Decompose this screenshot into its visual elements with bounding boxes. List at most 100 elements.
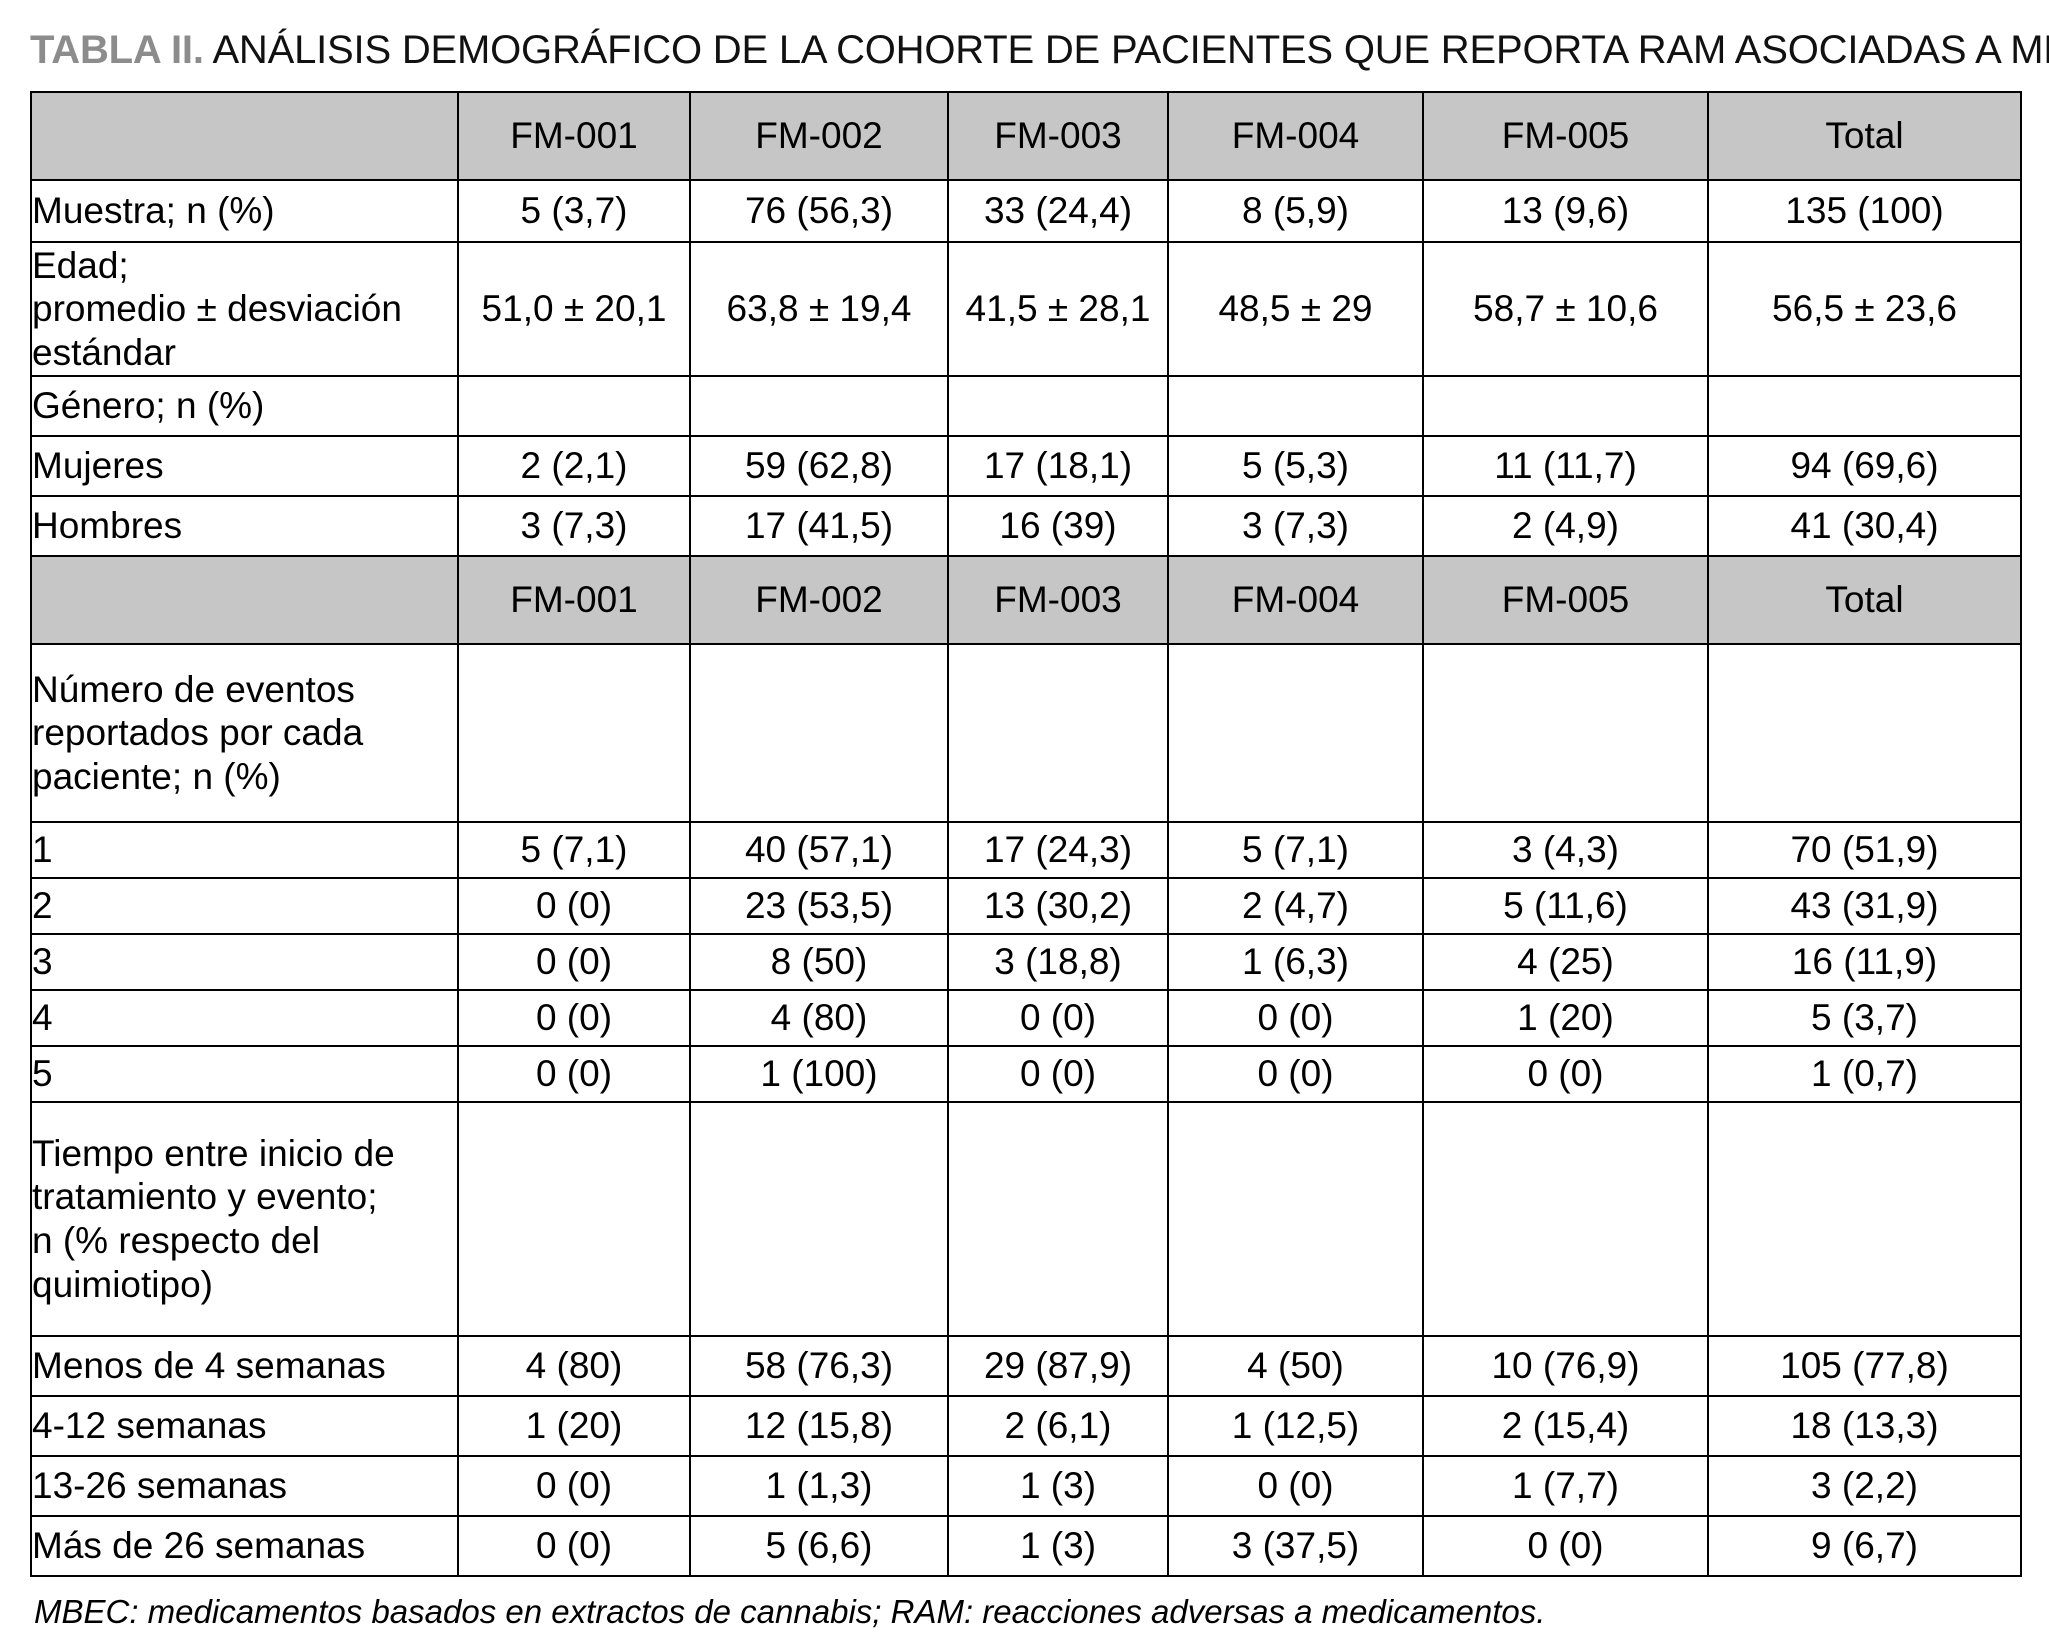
table-cell: 3 (2,2) <box>1707 1455 2022 1517</box>
table-cell: 1 (20) <box>1422 989 1709 1047</box>
table-cell: 43 (31,9) <box>1707 877 2022 935</box>
row-label: Hombres <box>30 495 459 557</box>
column-header-fm-001: FM-001 <box>457 91 691 181</box>
table-title-text: ANÁLISIS DEMOGRÁFICO DE LA COHORTE DE PA… <box>203 28 2049 72</box>
table-cell: 18 (13,3) <box>1707 1395 2022 1457</box>
table-cell: 0 (0) <box>457 933 691 991</box>
table-cell-empty <box>1707 375 2022 437</box>
table-cell-empty <box>1167 375 1424 437</box>
column-header-fm-005: FM-005 <box>1422 555 1709 645</box>
table-row: Menos de 4 semanas 4 (80) 58 (76,3) 29 (87,… <box>30 1335 2022 1397</box>
row-label: Mujeres <box>30 435 459 497</box>
table-row: Edad; promedio ± desviación estándar 51,0 ±… <box>30 241 2022 377</box>
table-cell: 29 (87,9) <box>947 1335 1169 1397</box>
table-cell: 12 (15,8) <box>689 1395 949 1457</box>
row-label: 4-12 semanas <box>30 1395 459 1457</box>
column-header-blank <box>30 91 459 181</box>
table-cell-empty <box>1167 643 1424 823</box>
table-cell: 41 (30,4) <box>1707 495 2022 557</box>
table-row: Hombres 3 (7,3) 17 (41,5) 16 (39) 3 (7,3) 2 (… <box>30 495 2022 557</box>
table-cell: 40 (57,1) <box>689 821 949 879</box>
table-cell: 8 (5,9) <box>1167 179 1424 243</box>
table-cell: 13 (30,2) <box>947 877 1169 935</box>
table-cell-empty <box>947 1101 1169 1337</box>
table-row: Muestra; n (%) 5 (3,7) 76 (56,3) 33 (24,4) 8… <box>30 179 2022 243</box>
table-cell: 16 (11,9) <box>1707 933 2022 991</box>
table-cell: 4 (25) <box>1422 933 1709 991</box>
demographic-table: FM-001 FM-002 FM-003 FM-004 FM-005 Total Muest… <box>30 91 2022 1577</box>
row-label: Menos de 4 semanas <box>30 1335 459 1397</box>
table-cell: 11 (11,7) <box>1422 435 1709 497</box>
table-cell-empty <box>1707 1101 2022 1337</box>
table-cell: 76 (56,3) <box>689 179 949 243</box>
table-cell-empty <box>457 1101 691 1337</box>
table-cell: 2 (6,1) <box>947 1395 1169 1457</box>
table-cell: 0 (0) <box>947 989 1169 1047</box>
table-cell-empty <box>947 643 1169 823</box>
column-header-total: Total <box>1707 91 2022 181</box>
table-cell: 48,5 ± 29 <box>1167 241 1424 377</box>
table-cell: 3 (7,3) <box>1167 495 1424 557</box>
row-label: 5 <box>30 1045 459 1103</box>
table-cell: 5 (3,7) <box>1707 989 2022 1047</box>
table-cell-empty <box>457 375 691 437</box>
row-label: Tiempo entre inicio de tratamiento y even… <box>30 1101 459 1337</box>
table-cell: 3 (18,8) <box>947 933 1169 991</box>
table-cell: 63,8 ± 19,4 <box>689 241 949 377</box>
table-cell: 17 (24,3) <box>947 821 1169 879</box>
table-number-label: TABLA II. <box>30 28 204 72</box>
table-cell: 5 (7,1) <box>1167 821 1424 879</box>
table-footnote: MBEC: medicamentos basados en extractos … <box>34 1593 1546 1630</box>
table-cell: 58,7 ± 10,6 <box>1422 241 1709 377</box>
column-header-fm-004: FM-004 <box>1167 91 1424 181</box>
table-header-row-1: FM-001 FM-002 FM-003 FM-004 FM-005 Total <box>30 91 2022 181</box>
table-cell: 33 (24,4) <box>947 179 1169 243</box>
table-cell: 0 (0) <box>457 989 691 1047</box>
table-cell: 9 (6,7) <box>1707 1515 2022 1577</box>
table-cell: 135 (100) <box>1707 179 2022 243</box>
table-cell: 1 (1,3) <box>689 1455 949 1517</box>
table-cell: 5 (5,3) <box>1167 435 1424 497</box>
table-row: 13-26 semanas 0 (0) 1 (1,3) 1 (3) 0 (0) 1 (7,… <box>30 1455 2022 1517</box>
table-cell-empty <box>457 643 691 823</box>
column-header-fm-003: FM-003 <box>947 91 1169 181</box>
table-cell: 0 (0) <box>457 1455 691 1517</box>
table-cell: 41,5 ± 28,1 <box>947 241 1169 377</box>
table-cell: 0 (0) <box>1167 1455 1424 1517</box>
table-cell: 4 (80) <box>457 1335 691 1397</box>
table-cell: 23 (53,5) <box>689 877 949 935</box>
table-cell-empty <box>689 643 949 823</box>
table-cell: 5 (7,1) <box>457 821 691 879</box>
table-cell: 0 (0) <box>457 1045 691 1103</box>
table-cell: 3 (7,3) <box>457 495 691 557</box>
table-row: Mujeres 2 (2,1) 59 (62,8) 17 (18,1) 5 (5,3) 1… <box>30 435 2022 497</box>
row-label: 2 <box>30 877 459 935</box>
table-cell: 1 (0,7) <box>1707 1045 2022 1103</box>
table-cell: 1 (6,3) <box>1167 933 1424 991</box>
table-cell-empty <box>1167 1101 1424 1337</box>
column-header-total: Total <box>1707 555 2022 645</box>
column-header-blank <box>30 555 459 645</box>
row-label: 4 <box>30 989 459 1047</box>
table-body: FM-001 FM-002 FM-003 FM-004 FM-005 Total Muest… <box>30 91 2022 1577</box>
table-cell: 1 (12,5) <box>1167 1395 1424 1457</box>
row-label: 1 <box>30 821 459 879</box>
row-label: Género; n (%) <box>30 375 459 437</box>
table-row: Más de 26 semanas 0 (0) 5 (6,6) 1 (3) 3 (37,… <box>30 1515 2022 1577</box>
table-cell: 0 (0) <box>457 1515 691 1577</box>
table-cell: 0 (0) <box>1167 1045 1424 1103</box>
table-row: Tiempo entre inicio de tratamiento y even… <box>30 1101 2022 1337</box>
table-cell: 8 (50) <box>689 933 949 991</box>
table-cell-empty <box>689 1101 949 1337</box>
table-cell-empty <box>1707 643 2022 823</box>
table-cell-empty <box>1422 643 1709 823</box>
table-cell: 51,0 ± 20,1 <box>457 241 691 377</box>
row-label: Muestra; n (%) <box>30 179 459 243</box>
table-cell: 0 (0) <box>947 1045 1169 1103</box>
table-cell: 10 (76,9) <box>1422 1335 1709 1397</box>
row-label: Más de 26 semanas <box>30 1515 459 1577</box>
